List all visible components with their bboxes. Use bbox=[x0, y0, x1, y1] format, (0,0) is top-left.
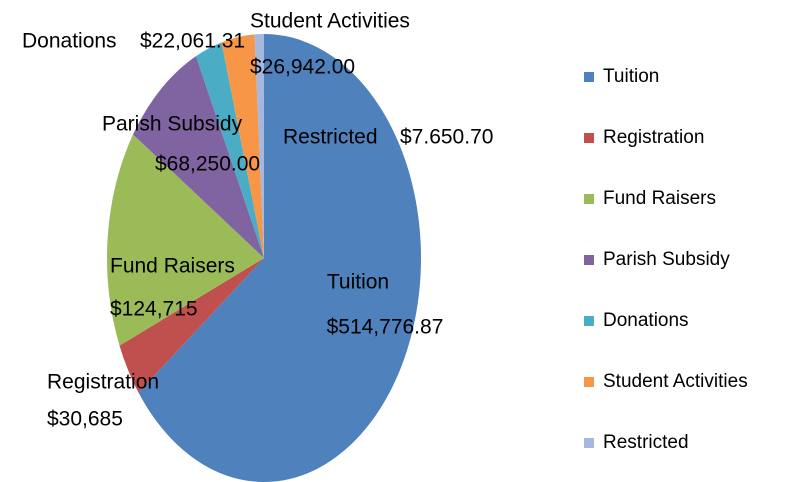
data-label-value: $22,061.31 bbox=[140, 30, 245, 53]
legend-swatch bbox=[584, 377, 594, 387]
data-label-value: $68,250.00 bbox=[155, 153, 260, 176]
legend-swatch bbox=[584, 194, 594, 204]
legend-label: Parish Subsidy bbox=[603, 249, 730, 270]
data-label-value: $7.650.70 bbox=[400, 126, 493, 149]
data-label-name: Restricted bbox=[283, 126, 378, 149]
pie-slice bbox=[254, 34, 264, 258]
data-label-name: Tuition bbox=[327, 271, 389, 294]
data-label-name: Student Activities bbox=[250, 10, 410, 33]
legend-label: Donations bbox=[603, 310, 689, 331]
data-label-value: $514,776.87 bbox=[327, 316, 444, 339]
legend-label: Fund Raisers bbox=[603, 188, 716, 209]
data-label-value: $26,942.00 bbox=[250, 56, 355, 79]
legend-swatch bbox=[584, 72, 594, 82]
legend-swatch bbox=[584, 255, 594, 265]
pie-slice bbox=[138, 34, 421, 482]
pie-slice bbox=[196, 42, 264, 258]
pie-slice bbox=[221, 34, 264, 258]
pie-slice bbox=[107, 134, 265, 346]
legend-swatch bbox=[584, 133, 594, 143]
legend-label: Registration bbox=[603, 127, 704, 148]
legend-label: Restricted bbox=[603, 432, 689, 453]
legend-label: Student Activities bbox=[603, 371, 748, 392]
legend-swatch bbox=[584, 316, 594, 326]
data-label-name: Parish Subsidy bbox=[102, 113, 243, 136]
data-label-value: $30,685 bbox=[47, 408, 123, 431]
data-label-name: Donations bbox=[22, 30, 117, 53]
legend-swatch bbox=[584, 438, 594, 448]
legend-label: Tuition bbox=[603, 66, 659, 87]
data-label-name: Fund Raisers bbox=[110, 255, 235, 278]
pie-slice bbox=[119, 258, 264, 393]
data-label-value: $124,715 bbox=[110, 298, 198, 321]
data-label-name: Registration bbox=[47, 371, 159, 394]
pie-slice bbox=[132, 56, 264, 258]
